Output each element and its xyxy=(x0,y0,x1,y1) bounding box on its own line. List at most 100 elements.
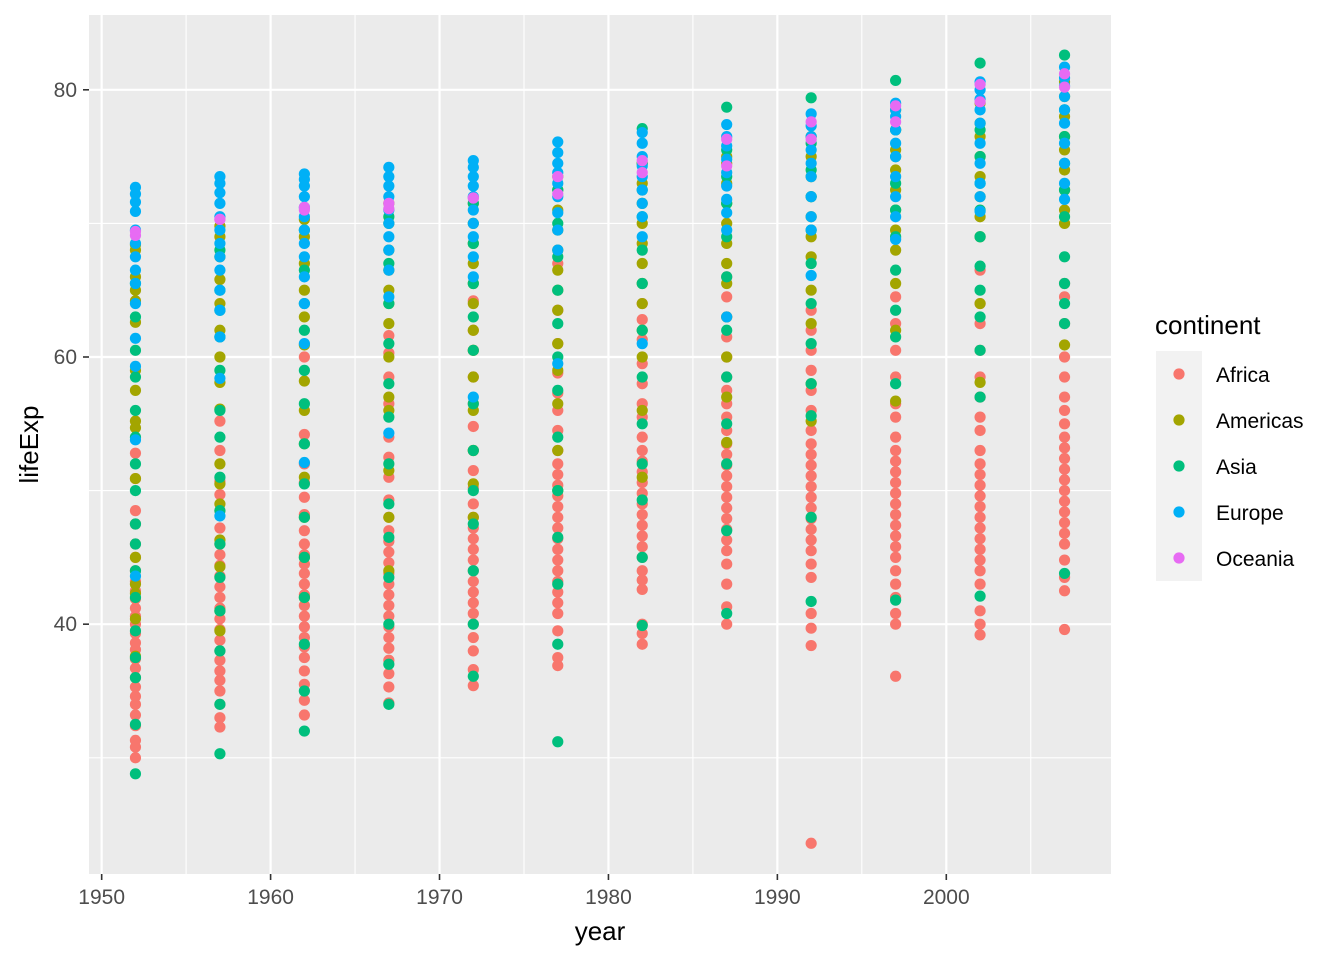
point-africa xyxy=(129,505,142,517)
point-europe xyxy=(467,171,479,183)
point-africa xyxy=(1058,431,1071,443)
point-oceania xyxy=(298,201,310,213)
point-asia xyxy=(214,471,226,483)
point-africa xyxy=(298,610,310,622)
point-americas xyxy=(552,444,564,457)
x-axis: 1950 1960 1970 1980 1990 2000 xyxy=(78,874,970,909)
point-americas xyxy=(129,551,142,563)
point-asia xyxy=(383,658,395,670)
point-asia xyxy=(1058,251,1071,263)
point-africa xyxy=(974,543,986,555)
point-asia xyxy=(214,605,226,617)
point-oceania xyxy=(467,192,479,204)
point-europe xyxy=(383,264,395,276)
point-europe xyxy=(1058,177,1071,189)
point-africa xyxy=(129,447,142,459)
point-europe xyxy=(467,180,479,192)
point-asia xyxy=(467,344,479,356)
point-europe xyxy=(636,211,648,223)
point-africa xyxy=(974,605,986,617)
point-asia xyxy=(383,338,395,350)
point-africa xyxy=(1058,623,1071,636)
point-africa xyxy=(467,420,479,433)
point-europe xyxy=(636,137,648,149)
point-africa xyxy=(805,607,817,620)
point-africa xyxy=(636,638,648,650)
point-europe xyxy=(298,168,310,180)
point-oceania xyxy=(1058,68,1071,80)
point-europe xyxy=(721,118,733,131)
point-africa xyxy=(721,480,733,493)
point-africa xyxy=(890,344,902,356)
point-africa xyxy=(383,642,395,654)
point-americas xyxy=(214,351,226,363)
point-oceania xyxy=(214,213,226,225)
point-africa xyxy=(890,578,902,590)
point-africa xyxy=(721,491,733,503)
point-asia xyxy=(636,458,648,470)
point-asia xyxy=(129,344,142,356)
point-asia xyxy=(636,244,648,256)
point-asia xyxy=(552,384,564,396)
point-africa xyxy=(974,444,986,457)
point-europe xyxy=(214,510,226,522)
point-asia xyxy=(1058,211,1071,223)
point-africa xyxy=(636,583,648,596)
point-africa xyxy=(974,533,986,545)
legend-key-americas xyxy=(1173,414,1185,426)
point-asia xyxy=(383,378,395,390)
point-asia xyxy=(129,651,142,664)
point-europe xyxy=(636,197,648,209)
point-europe xyxy=(129,297,142,310)
point-asia xyxy=(805,595,817,608)
point-europe xyxy=(974,157,986,169)
point-americas xyxy=(129,613,142,625)
point-africa xyxy=(467,680,479,692)
point-europe xyxy=(890,191,902,203)
point-asia xyxy=(214,571,226,584)
point-asia xyxy=(890,264,902,276)
point-europe xyxy=(467,251,479,263)
x-tick-label: 1970 xyxy=(416,886,463,909)
point-africa xyxy=(974,565,986,577)
point-africa xyxy=(974,618,986,630)
point-asia xyxy=(214,538,226,550)
point-africa xyxy=(974,490,986,502)
point-asia xyxy=(805,257,817,270)
point-africa xyxy=(721,534,733,546)
point-africa xyxy=(890,476,902,489)
point-africa xyxy=(974,479,986,491)
point-oceania xyxy=(974,96,986,108)
point-asia xyxy=(805,297,817,310)
point-africa xyxy=(805,639,817,652)
point-africa xyxy=(298,709,310,721)
point-africa xyxy=(214,674,226,686)
point-africa xyxy=(552,586,564,598)
point-africa xyxy=(805,470,817,482)
point-oceania xyxy=(890,116,902,128)
point-africa xyxy=(805,459,817,471)
point-africa xyxy=(383,599,395,612)
point-oceania xyxy=(805,116,817,128)
point-asia xyxy=(552,317,564,330)
point-africa xyxy=(1058,527,1071,539)
point-africa xyxy=(636,530,648,542)
point-europe xyxy=(214,187,226,199)
point-africa xyxy=(1058,418,1071,430)
point-asia xyxy=(721,458,733,470)
point-africa xyxy=(214,444,226,457)
point-americas xyxy=(467,324,479,336)
point-europe xyxy=(890,233,902,246)
point-africa xyxy=(636,444,648,457)
point-africa xyxy=(890,607,902,620)
point-africa xyxy=(890,530,902,542)
y-tick-label: 80 xyxy=(54,79,77,102)
point-africa xyxy=(383,557,395,569)
point-americas xyxy=(129,472,142,485)
point-europe xyxy=(974,137,986,149)
point-europe xyxy=(129,434,142,446)
point-americas xyxy=(721,351,733,363)
point-asia xyxy=(552,284,564,296)
point-oceania xyxy=(636,155,648,167)
point-africa xyxy=(214,488,226,501)
